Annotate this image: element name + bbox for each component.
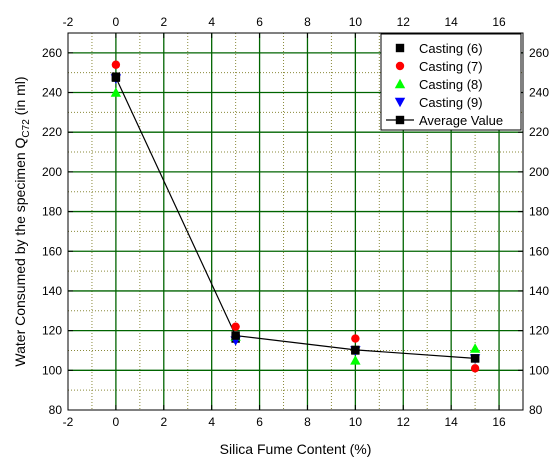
tick-labels: -2 -2 0 0 2 2 4 4 6 6 8 8 10 10 12 12 14 14 16 16 80 80 100 100…: [42, 15, 549, 429]
x-tick-label-top: 6: [256, 15, 263, 29]
x-tick-label-top: 0: [113, 15, 120, 29]
y-tick-label-left: 80: [49, 403, 63, 417]
legend-marker-casting-9: [394, 97, 406, 108]
x-tick-label-bottom: 6: [256, 415, 263, 429]
x-tick-label-bottom: 8: [304, 415, 311, 429]
average-value-point: [111, 73, 121, 82]
x-tick-label-bottom: 0: [113, 415, 120, 429]
y-tick-label-left: 240: [42, 86, 62, 100]
x-tick-label-top: 2: [160, 15, 167, 29]
y-tick-label-left: 120: [42, 324, 62, 338]
y-tick-label-left: 160: [42, 244, 62, 258]
y-tick-label-left: 100: [42, 363, 62, 377]
y-tick-label-left: 220: [42, 125, 62, 139]
y-tick-label-left: 200: [42, 165, 62, 179]
y-tick-label-left: 140: [42, 284, 62, 298]
y-tick-label-left: 260: [42, 46, 62, 60]
x-tick-label-bottom: 10: [349, 415, 363, 429]
casting-7-point: [351, 334, 360, 343]
legend: Casting (6) Casting (7) Casting (8) Casting…: [380, 33, 522, 131]
y-tick-label-right: 140: [529, 284, 549, 298]
y-tick-label-right: 220: [529, 125, 549, 139]
legend-label-casting-6: Casting (6): [419, 41, 483, 56]
average-value-line: [115, 77, 476, 360]
average-value-point: [470, 354, 480, 363]
x-tick-label-bottom: 4: [208, 415, 215, 429]
average-value-point: [351, 345, 360, 355]
casting-8-point: [469, 343, 481, 353]
y-tick-label-right: 200: [529, 165, 549, 179]
legend-label-casting-8: Casting (8): [419, 77, 483, 92]
casting-7-point: [470, 364, 480, 373]
casting-7-point: [111, 60, 121, 69]
average-value-point: [231, 331, 240, 340]
casting-8-point: [110, 87, 122, 97]
y-tick-label-right: 260: [529, 46, 549, 60]
x-axis-label: Silica Fume Content (%): [220, 441, 372, 457]
plot-frame: [67, 32, 524, 411]
legend-marker-casting-8: [394, 78, 406, 89]
y-tick-label-right: 180: [529, 205, 549, 219]
y-tick-label-right: 240: [529, 86, 549, 100]
legend-marker-casting-6: [395, 43, 405, 53]
y-axis-label: Water Consumed by the specimen QC72 (in …: [12, 76, 32, 366]
x-tick-label-bottom: 2: [160, 415, 167, 429]
legend-marker-casting-7: [395, 61, 405, 71]
y-tick-label-right: 160: [529, 244, 549, 258]
x-tick-label-top: 16: [492, 15, 506, 29]
axis-ticks: [67, 32, 524, 411]
y-axis-label-subscript: C72: [21, 119, 32, 138]
legend-label-casting-7: Casting (7): [419, 59, 483, 74]
y-axis-label-suffix: (in ml): [12, 76, 28, 119]
x-tick-label-top: 12: [397, 15, 411, 29]
series-layer: [110, 60, 481, 373]
x-tick-label-bottom: 14: [444, 415, 458, 429]
x-tick-label-top: 14: [444, 15, 458, 29]
legend-box: [380, 33, 522, 131]
legend-label-casting-9: Casting (9): [419, 95, 483, 110]
y-axis-label-main: Water Consumed by the specimen Q: [12, 137, 28, 366]
casting-8-point: [350, 355, 361, 365]
y-tick-label-right: 100: [529, 363, 549, 377]
x-tick-label-top: -2: [63, 15, 74, 29]
legend-marker-average-value: [395, 115, 405, 125]
x-tick-label-top: 10: [349, 15, 363, 29]
x-tick-label-bottom: 12: [397, 415, 411, 429]
x-tick-label-top: 8: [304, 15, 311, 29]
x-tick-label-bottom: 16: [492, 415, 506, 429]
legend-label-average-value: Average Value: [419, 113, 503, 128]
y-tick-label-right: 120: [529, 324, 549, 338]
y-tick-label-right: 80: [529, 403, 543, 417]
x-tick-label-top: 4: [208, 15, 215, 29]
y-tick-label-left: 180: [42, 205, 62, 219]
casting-7-point: [231, 322, 240, 331]
x-tick-label-bottom: -2: [63, 415, 74, 429]
minor-grid: [68, 33, 523, 410]
